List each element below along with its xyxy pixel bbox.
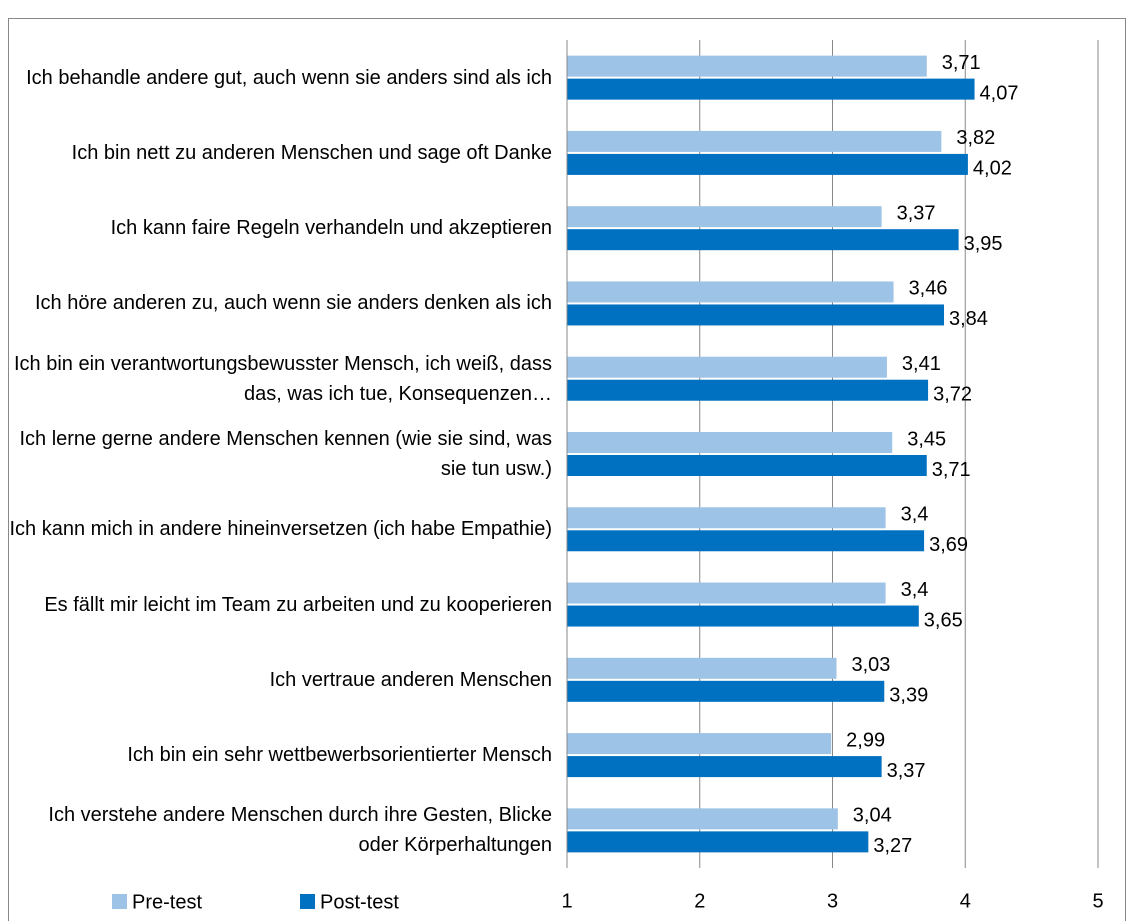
bar [567, 206, 882, 228]
value-label: 3,04 [853, 805, 892, 827]
bar [567, 153, 968, 175]
value-label: 3,4 [901, 504, 929, 526]
category-label: Ich höre anderen zu, auch wenn sie ander… [34, 292, 552, 315]
value-label: 4,02 [973, 158, 1012, 180]
category-label: Ich vertraue anderen Menschen [269, 668, 552, 691]
x-tick-label: 1 [561, 890, 572, 912]
bar [567, 356, 887, 378]
bar [567, 229, 959, 251]
value-label: 3,41 [902, 353, 941, 375]
bar [567, 657, 837, 679]
legend-swatch [300, 894, 315, 909]
legend-label: Pre-test [132, 891, 202, 913]
bar [567, 432, 893, 453]
bar [567, 379, 929, 401]
category-label: Ich bin ein sehr wettbewerbsorientierter… [127, 744, 552, 767]
value-label: 3,72 [933, 384, 972, 406]
category-label: Ich kann mich in andere hineinversetzen … [9, 518, 552, 541]
value-label: 3,82 [956, 127, 995, 149]
bar [567, 756, 882, 778]
x-tick-label: 2 [694, 890, 705, 912]
bar [567, 831, 869, 853]
value-label: 2,99 [846, 729, 885, 751]
value-label: 3,27 [873, 835, 912, 857]
chart-frame [8, 18, 1126, 921]
value-label: 3,45 [907, 428, 946, 450]
value-label: 3,39 [889, 685, 928, 707]
bar [567, 605, 919, 627]
bar [567, 680, 885, 702]
category-label: Ich behandle andere gut, auch wenn sie a… [26, 66, 552, 89]
value-label: 3,69 [929, 534, 968, 556]
category-label: Ich bin ein verantwortungsbewusster Mens… [13, 352, 552, 405]
bar [567, 304, 945, 326]
x-tick-label: 3 [827, 890, 838, 912]
value-label: 3,95 [964, 233, 1003, 255]
legend-swatch [112, 894, 127, 909]
bar [567, 130, 942, 152]
value-label: 4,07 [980, 82, 1019, 104]
bar [567, 55, 927, 77]
value-label: 3,46 [909, 278, 948, 300]
bar [567, 78, 975, 100]
x-tick-label: 4 [960, 890, 971, 912]
x-tick-label: 5 [1092, 890, 1103, 912]
value-label: 3,71 [942, 52, 981, 74]
value-label: 3,65 [924, 609, 963, 631]
bar [567, 582, 886, 604]
bar [567, 281, 894, 303]
category-label: Ich verstehe andere Menschen durch ihre … [48, 804, 552, 857]
category-label: Ich kann faire Regeln verhandeln und akz… [110, 217, 552, 240]
bar [567, 455, 927, 476]
value-label: 3,37 [887, 760, 926, 782]
value-label: 3,71 [932, 459, 971, 481]
category-label: Ich bin nett zu anderen Menschen und sag… [71, 141, 552, 164]
value-label: 3,84 [949, 308, 988, 330]
bar [567, 808, 838, 830]
value-label: 3,37 [897, 202, 936, 224]
bar [567, 530, 925, 552]
value-label: 3,03 [851, 654, 890, 676]
category-label: Es fällt mir leicht im Team zu arbeiten … [44, 593, 552, 616]
value-label: 3,4 [901, 579, 929, 601]
category-label: Ich lerne gerne andere Menschen kennen (… [19, 427, 552, 480]
bar [567, 507, 886, 529]
bar [567, 733, 832, 755]
legend-label: Post-test [320, 891, 399, 913]
